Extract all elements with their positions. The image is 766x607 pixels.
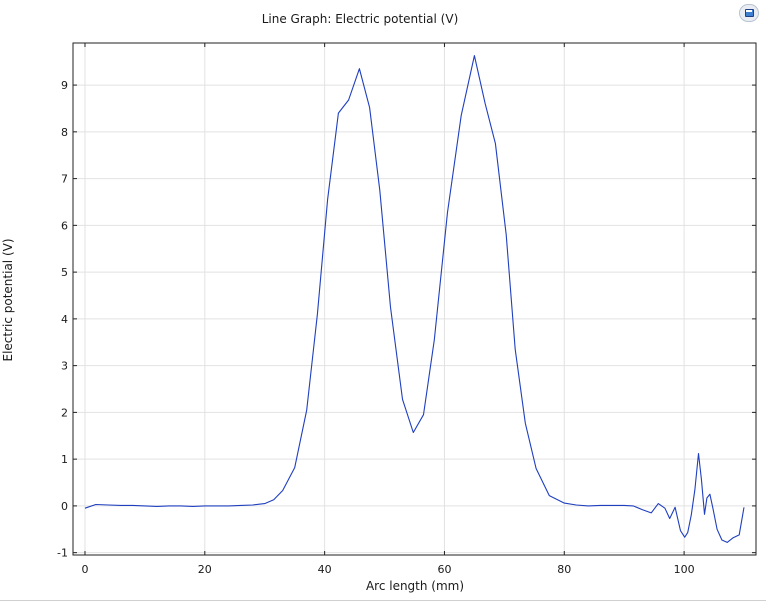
x-tick-label: 0	[81, 563, 88, 576]
y-tick-label: -1	[57, 547, 68, 560]
y-tick-label: 8	[61, 126, 68, 139]
y-tick-label: 0	[61, 500, 68, 513]
y-tick-label: 2	[61, 406, 68, 419]
image-export-icon	[745, 9, 754, 17]
x-axis-ticks: 0 20 40 60 80 100	[81, 43, 695, 576]
y-tick-label: 1	[61, 453, 68, 466]
y-tick-label: 3	[61, 360, 68, 373]
gridlines	[73, 43, 756, 555]
y-axis-title: Electric potential (V)	[1, 238, 15, 361]
export-image-button[interactable]	[739, 4, 759, 22]
y-axis-ticks: -1 0 1 2 3 4 5 6 7 8 9	[57, 79, 756, 560]
plot-area	[72, 42, 757, 556]
y-tick-label: 6	[61, 219, 68, 232]
x-tick-label: 60	[437, 563, 451, 576]
divider	[0, 600, 766, 601]
x-tick-label: 80	[557, 563, 571, 576]
series-layer	[84, 55, 745, 543]
y-tick-label: 9	[61, 79, 68, 92]
x-tick-label: 40	[318, 563, 332, 576]
y-tick-label: 4	[61, 313, 68, 326]
y-tick-label: 5	[61, 266, 68, 279]
x-tick-label: 100	[674, 563, 695, 576]
series-line	[84, 55, 745, 543]
x-tick-label: 20	[198, 563, 212, 576]
x-axis-title: Arc length (mm)	[366, 579, 464, 593]
chart-title: Line Graph: Electric potential (V)	[262, 12, 459, 26]
y-tick-label: 7	[61, 173, 68, 186]
